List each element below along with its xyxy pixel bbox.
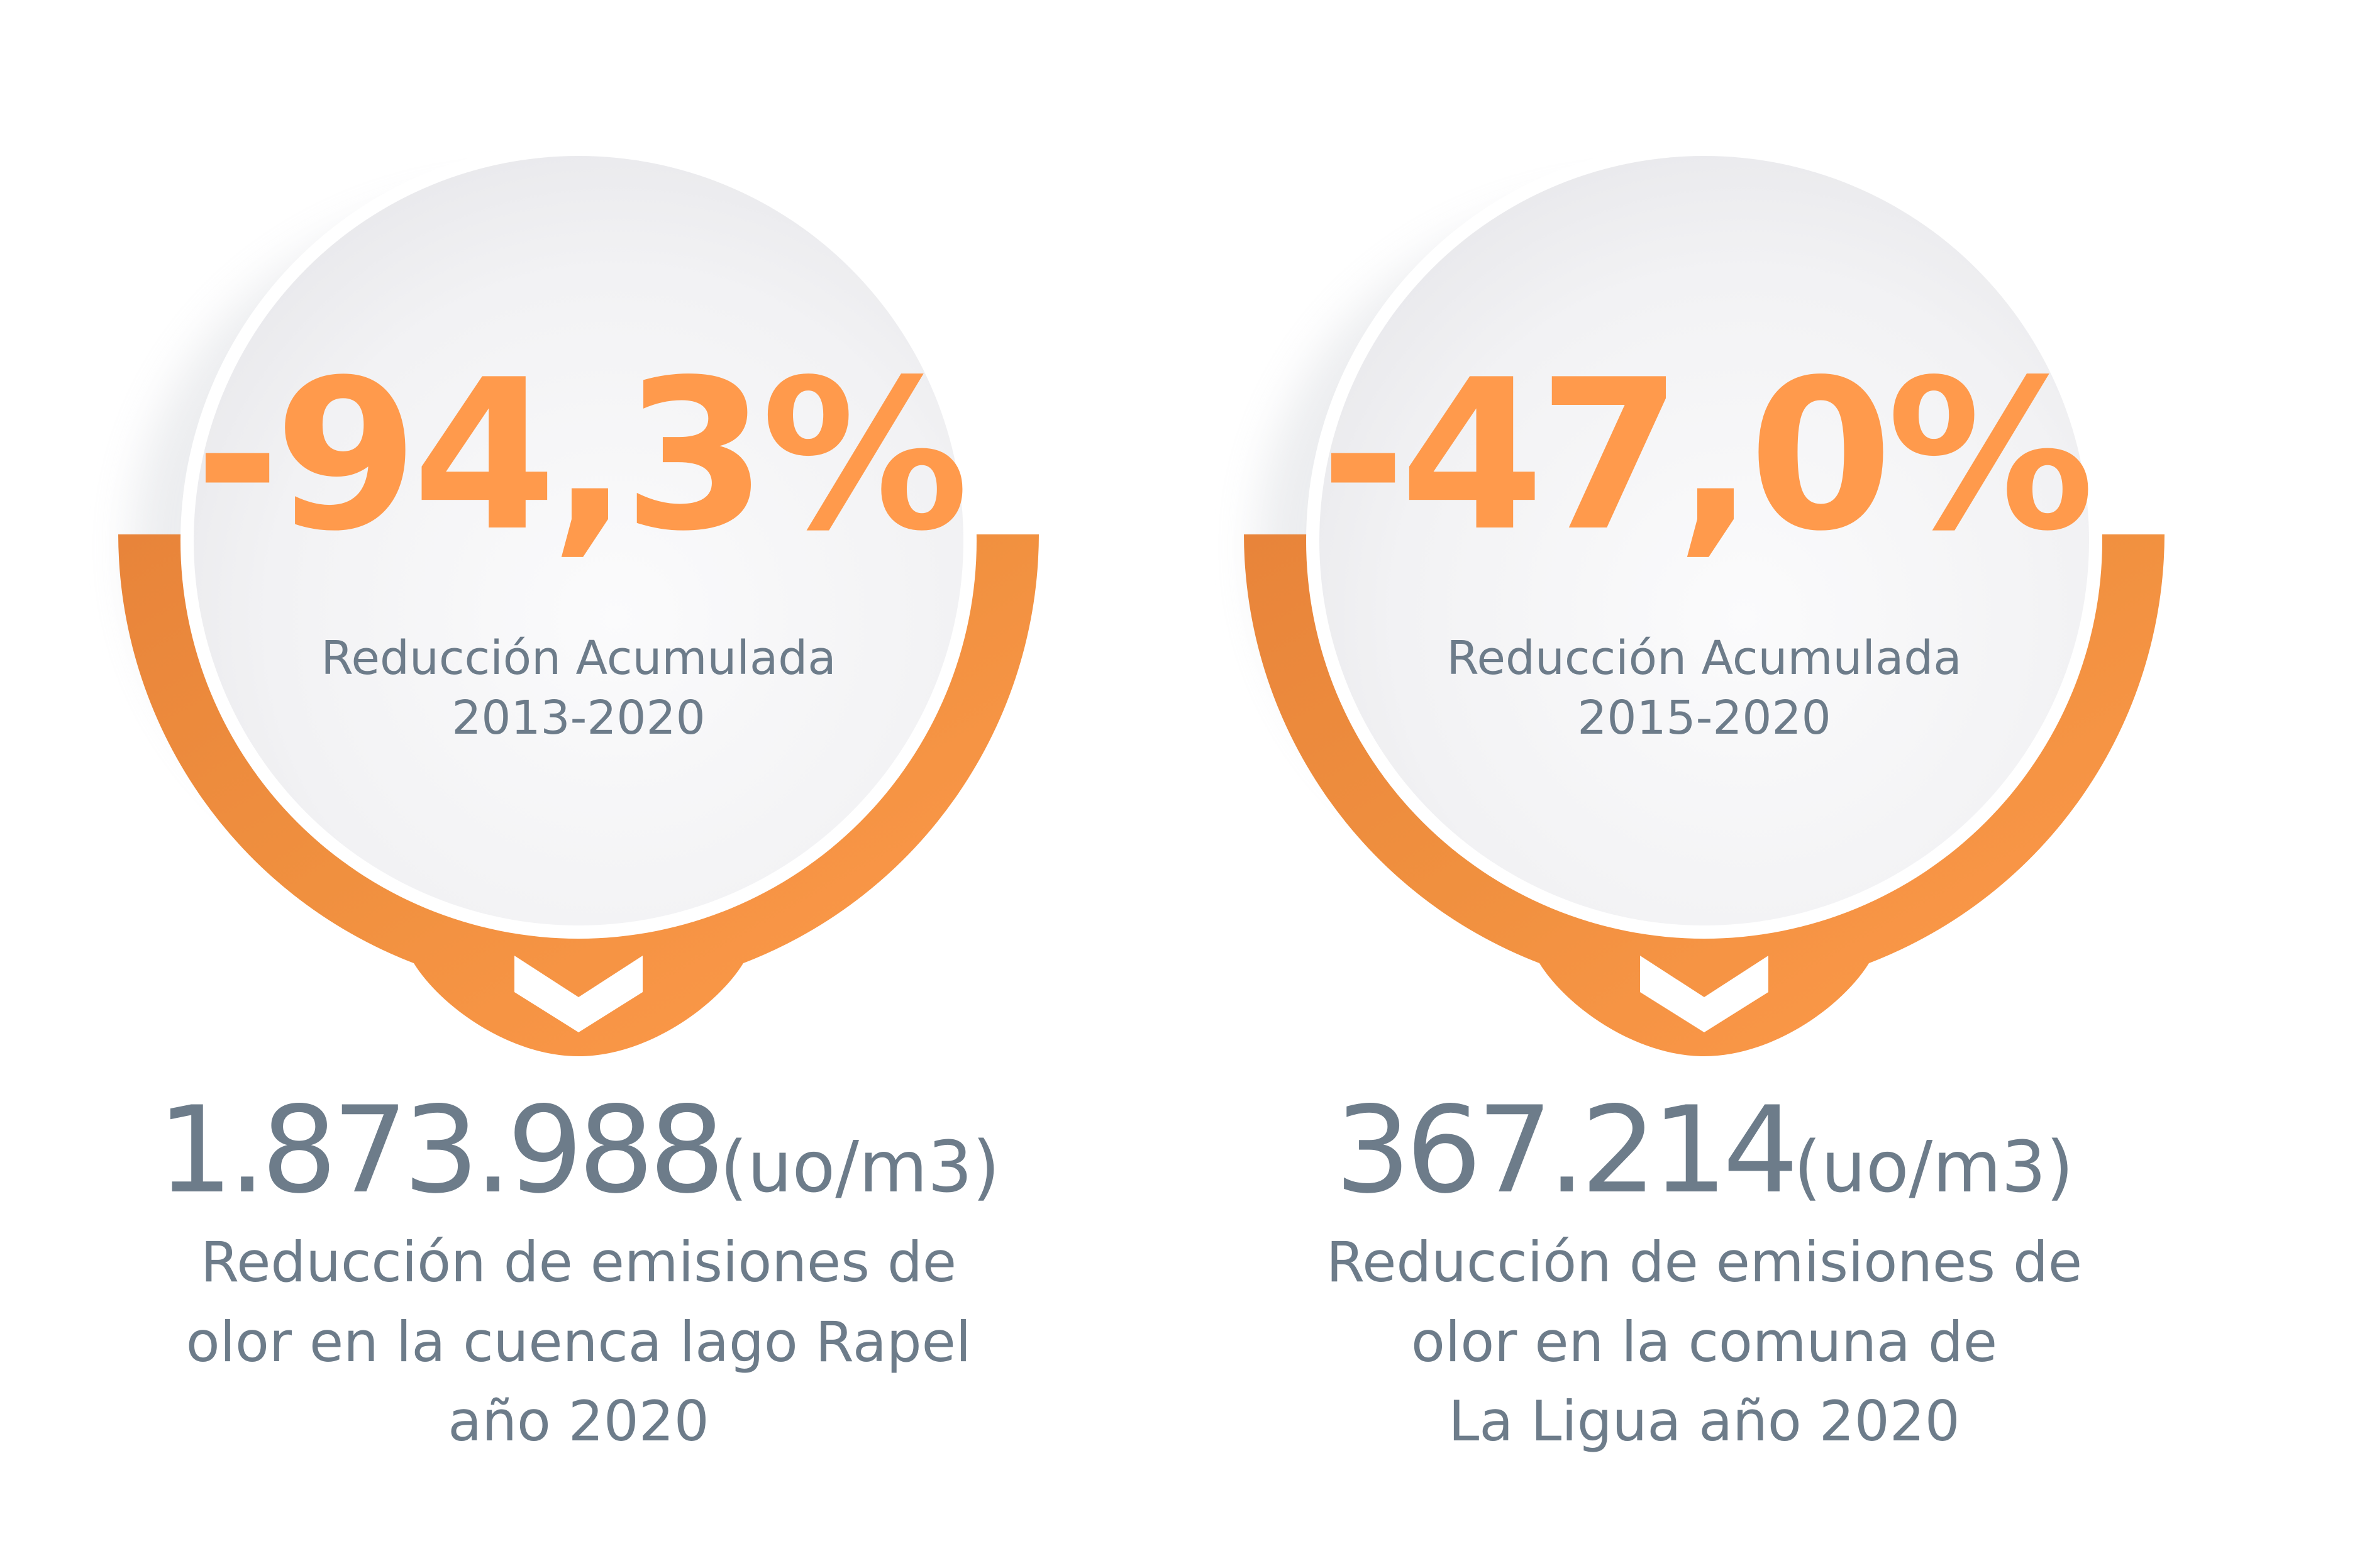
desc-line-2: olor en la cuenca lago Rapel xyxy=(186,1309,972,1374)
stat-unit: (uo/m3) xyxy=(719,1127,1000,1208)
desc-line-3: La Ligua año 2020 xyxy=(1448,1389,1960,1454)
stat-value: 367.214 xyxy=(1334,1081,1799,1220)
stat-value: 1.873.988 xyxy=(157,1081,725,1220)
badge-graphic xyxy=(1244,143,2165,1056)
reduction-percentage: -94,3% xyxy=(194,335,969,577)
reduction-subtitle: Reducción Acumulada 2015-2020 xyxy=(1214,629,2195,748)
chevron-down-icon xyxy=(1640,956,1768,1032)
emission-stat: 1.873.988(uo/m3) xyxy=(88,1091,1069,1210)
stat-unit: (uo/m3) xyxy=(1793,1127,2074,1208)
stat-card-la-ligua: -47,0% Reducción Acumulada 2015-2020 367… xyxy=(1214,0,2195,1568)
emission-stat: 367.214(uo/m3) xyxy=(1214,1091,2195,1210)
badge-circle xyxy=(194,156,963,925)
badge-graphic xyxy=(118,143,1039,1056)
badge-circle xyxy=(1319,156,2089,925)
subtitle-label: Reducción Acumulada xyxy=(1446,631,1962,685)
desc-line-1: Reducción de emisiones de xyxy=(1326,1230,2082,1295)
subtitle-period: 2015-2020 xyxy=(1577,690,1831,745)
chevron-down-icon xyxy=(514,956,643,1032)
stat-card-lago-rapel: -94,3% Reducción Acumulada 2013-2020 1.8… xyxy=(88,0,1069,1568)
desc-line-3: año 2020 xyxy=(448,1389,709,1454)
subtitle-period: 2013-2020 xyxy=(452,690,706,745)
desc-line-1: Reducción de emisiones de xyxy=(201,1230,956,1295)
desc-line-2: olor en la comuna de xyxy=(1411,1309,1997,1374)
reduction-percentage: -47,0% xyxy=(1320,335,2095,577)
stat-description: Reducción de emisiones de olor en la com… xyxy=(1214,1223,2195,1462)
reduction-subtitle: Reducción Acumulada 2013-2020 xyxy=(88,629,1069,748)
stat-description: Reducción de emisiones de olor en la cue… xyxy=(88,1223,1069,1462)
subtitle-label: Reducción Acumulada xyxy=(321,631,836,685)
